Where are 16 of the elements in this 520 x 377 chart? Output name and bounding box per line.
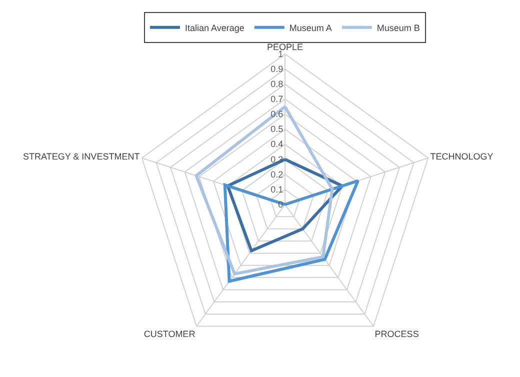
y-tick-label: 0.1 xyxy=(270,184,284,194)
y-tick-label: 0.8 xyxy=(270,79,284,90)
spoke-label: STRATEGY & INVESTMENT xyxy=(22,152,140,162)
spoke-label: CUSTOMER xyxy=(144,329,196,340)
legend-label: Museum B xyxy=(376,22,420,33)
legend-label: Italian Average xyxy=(185,22,244,33)
legend-label: Museum A xyxy=(289,22,332,33)
spoke-label: TECHNOLOGY xyxy=(430,152,494,162)
y-tick-label: 0.5 xyxy=(270,124,284,134)
y-tick-label: 0.2 xyxy=(270,169,284,180)
y-tick-label: 0.7 xyxy=(270,94,284,104)
y-tick-label: 0.6 xyxy=(270,109,284,120)
spoke-label: PROCESS xyxy=(374,329,419,340)
y-tick-label: 0.9 xyxy=(270,64,284,74)
y-tick-label: 0.3 xyxy=(270,154,284,164)
y-tick-label: 0.4 xyxy=(270,139,284,150)
